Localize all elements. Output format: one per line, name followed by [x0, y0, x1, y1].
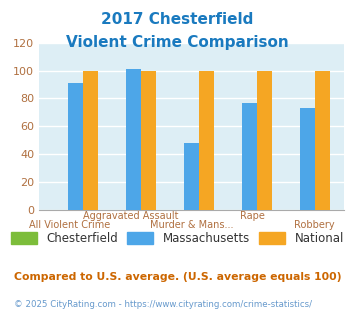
Text: Murder & Mans...: Murder & Mans... [150, 220, 234, 230]
Bar [300, 108, 315, 210]
Bar [315, 71, 331, 210]
Text: Robbery: Robbery [294, 220, 334, 230]
Text: Compared to U.S. average. (U.S. average equals 100): Compared to U.S. average. (U.S. average … [14, 272, 342, 282]
Text: 2017 Chesterfield: 2017 Chesterfield [101, 12, 254, 26]
Legend: Chesterfield, Massachusetts, National: Chesterfield, Massachusetts, National [6, 227, 349, 250]
Text: Aggravated Assault: Aggravated Assault [83, 211, 179, 220]
Bar [68, 83, 83, 210]
Bar [199, 71, 214, 210]
Text: All Violent Crime: All Violent Crime [29, 220, 110, 230]
Bar [184, 143, 199, 210]
Text: Rape: Rape [240, 211, 265, 220]
Text: Violent Crime Comparison: Violent Crime Comparison [66, 35, 289, 50]
Bar [141, 71, 156, 210]
Bar [126, 69, 141, 210]
Bar [242, 103, 257, 210]
Bar [257, 71, 272, 210]
Text: © 2025 CityRating.com - https://www.cityrating.com/crime-statistics/: © 2025 CityRating.com - https://www.city… [14, 300, 312, 309]
Bar [83, 71, 98, 210]
